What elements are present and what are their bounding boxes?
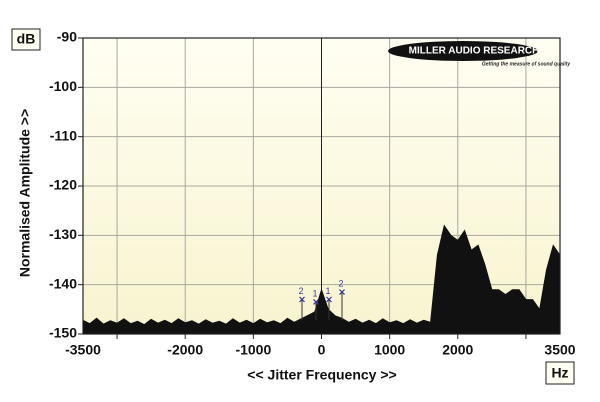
y-unit: dB xyxy=(17,31,36,47)
logo-badge xyxy=(388,41,538,61)
y-axis-label: Normalised Amplitude >> xyxy=(17,109,33,277)
spectrum-area xyxy=(82,224,561,335)
y-tick-label: -120 xyxy=(49,177,77,193)
x-tick-label: 0 xyxy=(318,342,326,358)
y-tick-label: -130 xyxy=(49,226,77,242)
marker xyxy=(339,289,345,295)
x-tick-label: -2000 xyxy=(167,342,203,358)
x-tick-label: -1000 xyxy=(235,342,271,358)
x-axis-label: << Jitter Frequency >> xyxy=(247,367,396,383)
marker xyxy=(326,296,332,303)
marker-label: 1 xyxy=(325,286,330,296)
plot: 2 1 12 xyxy=(82,224,561,335)
x-unit-box xyxy=(545,361,575,385)
logo-name: MILLER AUDIO RESEARCH xyxy=(409,46,540,57)
x-tick-label: 3500 xyxy=(544,342,575,358)
marker xyxy=(313,299,319,305)
marker-label: 1 xyxy=(312,288,317,298)
marker-label: 2 xyxy=(299,286,304,296)
x-tick-label: 1000 xyxy=(374,342,405,358)
y-unit-box xyxy=(11,28,41,51)
y-tick-label: -140 xyxy=(49,275,77,291)
marker xyxy=(299,296,305,303)
y-tick-label: -90 xyxy=(57,29,77,45)
logo-tagline: Getting the measure of sound quality xyxy=(482,61,571,67)
y-tick-label: -110 xyxy=(50,127,77,143)
x-tick-label: 2000 xyxy=(442,342,473,358)
x-tick-label: -3500 xyxy=(65,342,101,358)
x-unit: Hz xyxy=(551,365,568,381)
grid xyxy=(83,37,560,335)
y-tick-label: -150 xyxy=(49,325,77,341)
y-tick-label: -100 xyxy=(49,78,77,94)
marker-label: 2 xyxy=(339,278,344,288)
